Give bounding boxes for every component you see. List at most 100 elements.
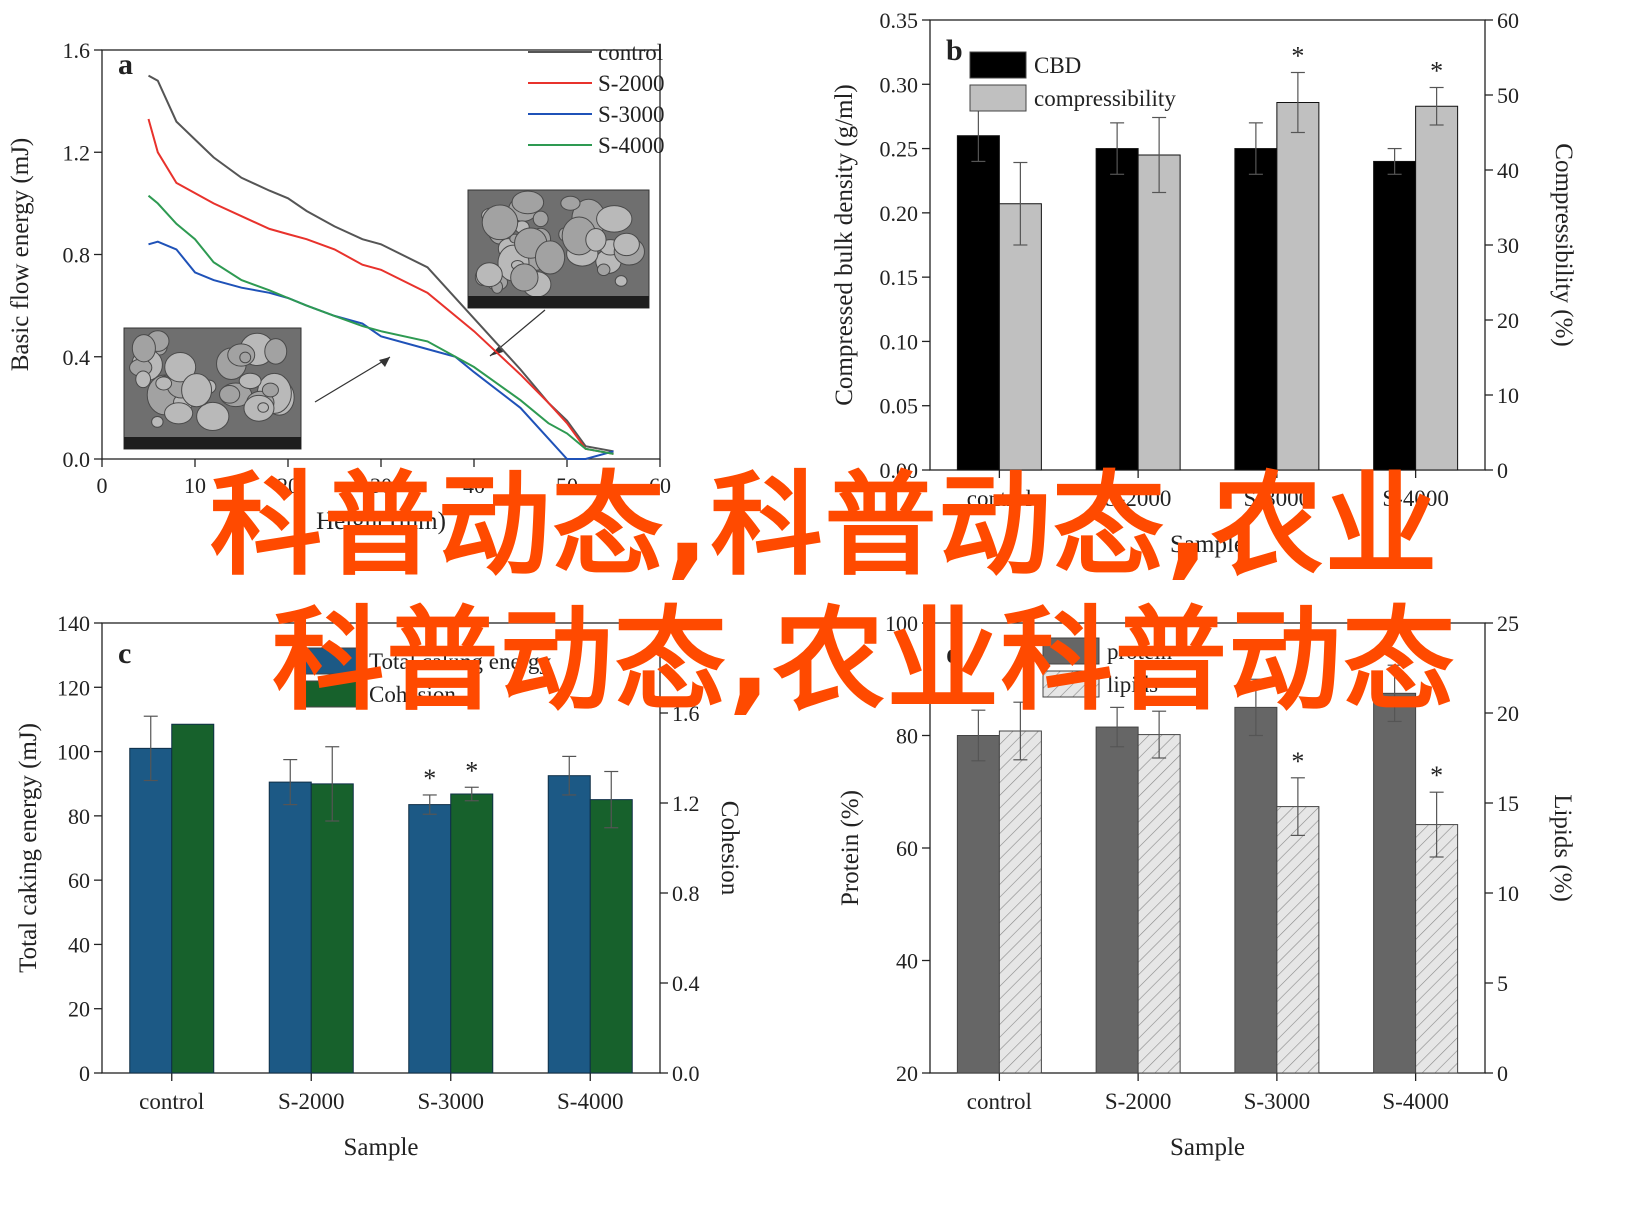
y-tick-label: 60 [68,868,90,893]
inset-particle [264,338,288,365]
y-axis-label: Total caking energy (mJ) [15,723,42,973]
x-tick-label: S-2000 [278,1089,344,1114]
y2-tick-label: 40 [1497,158,1519,183]
inset-particle [164,402,194,425]
x-tick-label: 10 [184,473,206,498]
series-line-S-2000 [147,118,614,455]
inset-particle [238,372,262,390]
bar-lipids-S-3000 [1276,806,1320,1074]
bar-CBD-S-2000 [1095,148,1139,471]
inset-particle [151,415,164,428]
y2-tick-label: 60 [1497,8,1519,33]
inset-particle [135,370,152,389]
inset-particle [257,402,270,413]
x-tick-label: S-3000 [418,1089,484,1114]
x-tick-label: 0 [97,473,108,498]
bar-Total-caking-energy-S-3000 [408,804,452,1074]
significance-mark: * [465,756,478,785]
significance-mark: * [1291,747,1304,776]
bar-compressibility-S-3000 [1276,102,1320,471]
inset-particle [181,373,213,408]
x-tick-label: 20 [277,473,299,498]
inset-particle [614,275,628,287]
y2-axis-label: Lipids (%) [1549,794,1576,902]
bar-compressibility-S-4000 [1415,105,1459,471]
x-tick-label: control [967,486,1032,511]
bar-protein-control [956,735,1000,1074]
legend-label: S-4000 [598,133,664,158]
series-line-S-3000 [148,240,614,460]
panel-d-bar-chart: control S-2000 S-3000 S-4000 20 40 60 80 100 0 5 10… [837,611,1576,1161]
sem-inset-bottom [123,327,302,450]
plot-frame [101,622,661,1074]
inset-particle [596,205,633,233]
y2-tick-label: 20 [1497,701,1519,726]
y-tick-label: 40 [68,932,90,957]
inset-particle [585,227,607,252]
y2-tick-label: 25 [1497,611,1519,636]
bar-lipids-S-2000 [1137,734,1181,1074]
bar-compressibility-control [998,203,1042,471]
bar-Cohesion-S-2000 [310,783,354,1074]
x-tick-label: S-2000 [1105,1089,1171,1114]
y-tick-label: 80 [896,724,918,749]
y-tick-label: 120 [57,675,90,700]
inset-particle [155,376,173,391]
legend-label: control [598,40,663,65]
y-tick-label: 100 [57,740,90,765]
legend-label: protein [1107,639,1173,664]
inset-particle [196,401,230,432]
inset-particle [131,334,156,363]
inset-scalebar [468,296,649,308]
y-tick-label: 100 [885,611,918,636]
x-tick-label: S-3000 [1244,1089,1310,1114]
inset-particle [475,262,503,288]
y2-tick-label: 10 [1497,881,1519,906]
legend-label: compressibility [1034,86,1176,111]
y-tick-label: 0.30 [880,72,919,97]
legend-label: CBD [1034,53,1081,78]
x-axis-label: Sample [1170,531,1245,558]
y2-tick-label: 50 [1497,83,1519,108]
inset-particle [510,263,539,292]
y-tick-label: 0.15 [880,265,919,290]
y2-axis-label: Compressibility (%) [1550,143,1577,346]
panel-a-line-chart: 0 10 20 30 40 50 60 0.0 0.4 0.8 1.2 1.6 Basic flow e… [7,38,671,535]
y2-tick-label: 0.0 [672,1061,700,1086]
arrow-head [379,357,390,367]
panel-label: a [118,48,133,81]
inset-particle [613,232,640,257]
y-axis-label: Protein (%) [837,790,864,906]
y-tick-label: 60 [896,836,918,861]
x-tick-label: S-2000 [1105,486,1171,511]
y2-tick-label: 5 [1497,971,1508,996]
y-tick-label: 0.10 [880,329,919,354]
y-tick-label: 0.05 [880,394,919,419]
inset-particle [534,240,566,275]
y-tick-label: 1.2 [63,140,91,165]
x-tick-label: S-4000 [557,1089,623,1114]
x-axis-label: Height (mm) [316,508,446,535]
y2-tick-label: 0.4 [672,971,700,996]
y2-tick-label: 10 [1497,383,1519,408]
bar-lipids-S-4000 [1415,824,1459,1074]
y-tick-label: 0.4 [63,345,91,370]
x-tick-label: 30 [370,473,392,498]
series-line-S-4000 [147,194,614,455]
y2-tick-label: 15 [1497,791,1519,816]
inset-scalebar [124,437,301,449]
significance-mark: * [1430,57,1443,86]
y2-tick-label: 1.2 [672,791,700,816]
y2-axis-label: Cohesion [716,801,743,896]
y2-tick-label: 1.6 [672,701,700,726]
panel-label: d [946,637,963,670]
legend-label: Total caking energy [369,649,551,674]
y-axis-label: Compressed bulk density (g/ml) [831,84,858,406]
inset-particle [239,351,252,364]
panel-c-bar-chart: control S-2000 S-3000 S-4000 0 20 40 60 80 100 120… [15,611,743,1161]
significance-mark: * [423,764,436,793]
y2-tick-label: 0.8 [672,881,700,906]
y-tick-label: 20 [896,1061,918,1086]
sem-inset-top [467,189,650,309]
bar-Total-caking-energy-S-4000 [547,775,591,1074]
